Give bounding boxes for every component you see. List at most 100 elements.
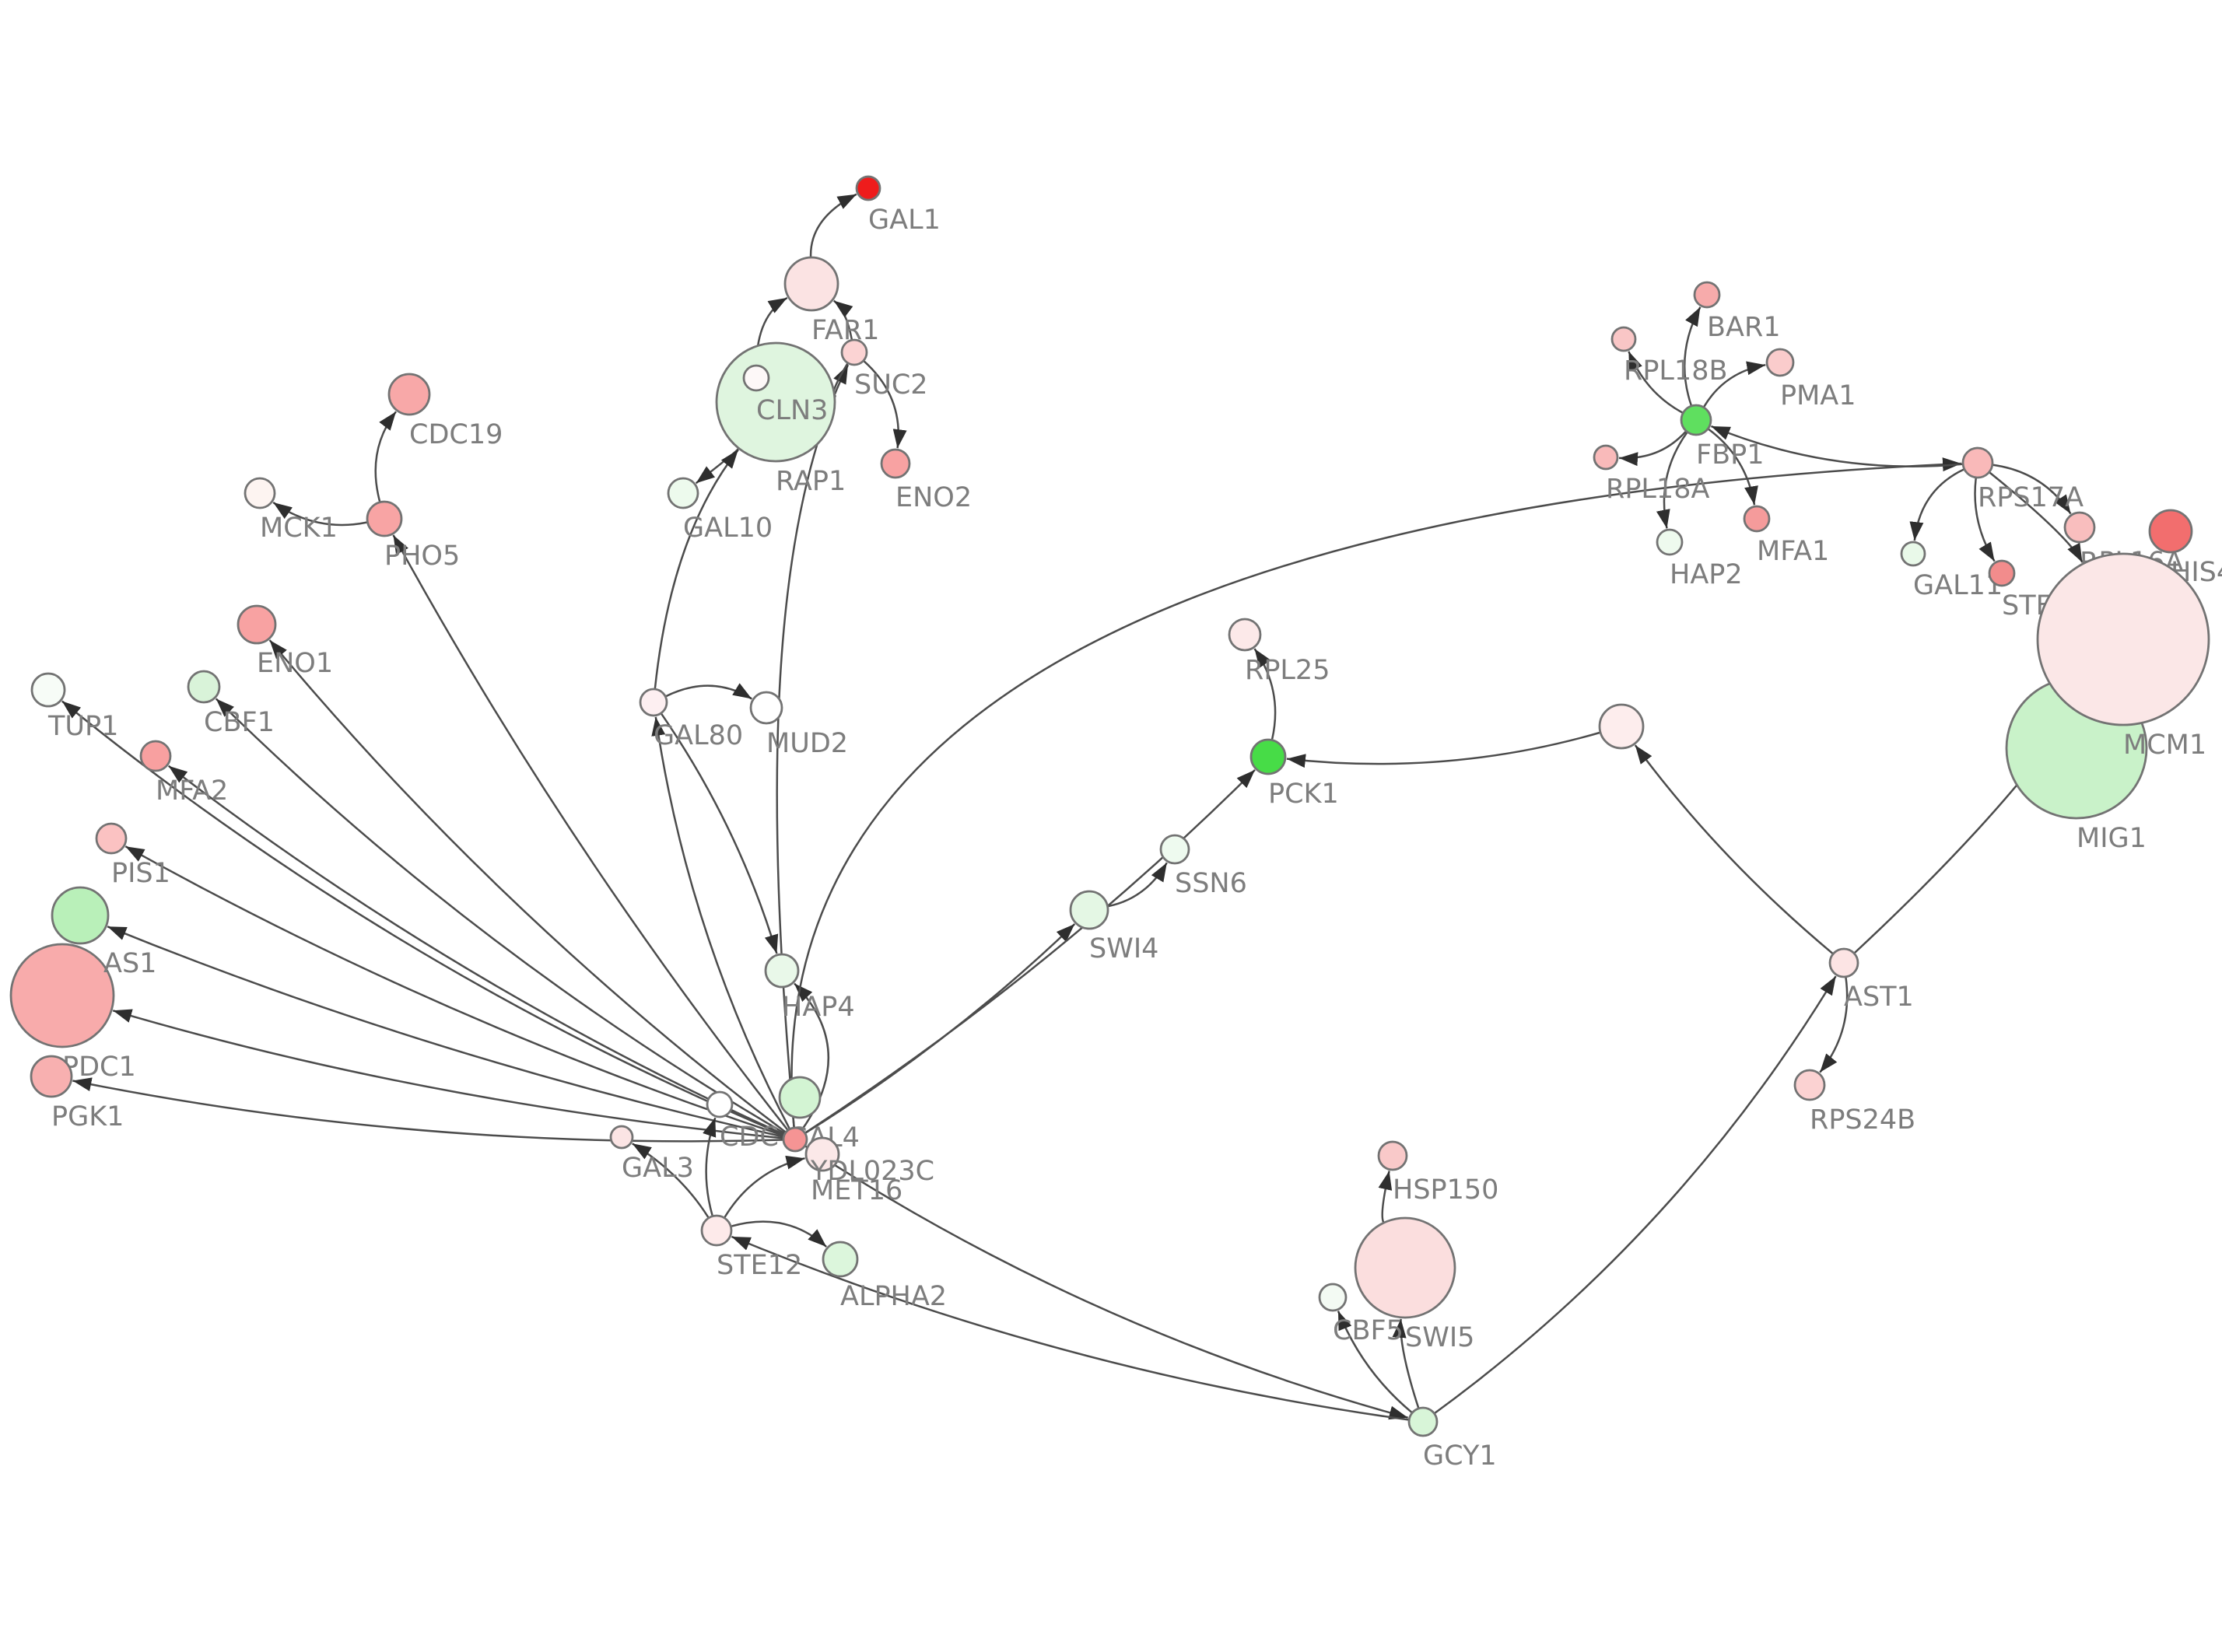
node-ste12[interactable]: STE12 — [700, 1214, 802, 1281]
node-eno2[interactable]: ENO2 — [880, 448, 972, 513]
edge-hub-pis1[interactable] — [124, 845, 784, 1137]
node-circle[interactable] — [804, 1136, 840, 1172]
edge-ast1-unl[interactable] — [1634, 744, 1834, 954]
node-circle[interactable] — [706, 1090, 734, 1118]
node-circle[interactable] — [1377, 1140, 1408, 1171]
node-ast1[interactable]: AST1 — [1828, 947, 1914, 1013]
node-bar1[interactable]: BAR1 — [1693, 281, 1781, 343]
node-circle[interactable] — [609, 1125, 634, 1150]
node-circle[interactable] — [1765, 348, 1795, 377]
edge-fbp1-mfa1[interactable] — [1708, 428, 1758, 506]
edge-pho5-mck1[interactable] — [272, 501, 367, 527]
node-circle[interactable] — [2063, 511, 2096, 544]
node-pho5[interactable]: PHO5 — [366, 500, 460, 572]
node-unl[interactable] — [1598, 703, 1645, 750]
node-gal1[interactable]: GAL1 — [855, 175, 941, 236]
node-circle[interactable] — [700, 1214, 733, 1247]
edge-rps17a-gal11[interactable] — [1909, 468, 1964, 541]
edge-gal80-rap1[interactable] — [654, 449, 739, 689]
edge-fbp1-rpl18a[interactable] — [1618, 431, 1687, 467]
edge-ste12-met16[interactable] — [724, 1155, 805, 1218]
node-circle[interactable] — [782, 1126, 808, 1153]
node-pgk1[interactable]: PGK1 — [30, 1055, 124, 1132]
edge-hub-gcy1[interactable] — [804, 1145, 1409, 1420]
edge-gcy1-swi5[interactable] — [1392, 1318, 1420, 1409]
node-mck1[interactable]: MCK1 — [244, 477, 338, 544]
node-circle[interactable] — [1680, 404, 1712, 436]
edge-hub-gal80[interactable] — [651, 716, 790, 1129]
node-circle[interactable] — [749, 691, 783, 725]
edge-hub-tup1[interactable] — [61, 700, 784, 1136]
node-circle[interactable] — [1793, 1069, 1826, 1101]
edge-hub-cbf1[interactable] — [215, 698, 785, 1134]
node-gal10[interactable]: GAL10 — [667, 477, 773, 544]
edge-hub-rps17a[interactable] — [790, 457, 1962, 1128]
node-circle[interactable] — [667, 477, 699, 509]
node-circle[interactable] — [880, 448, 911, 479]
node-circle[interactable] — [855, 175, 881, 201]
node-circle[interactable] — [764, 953, 800, 989]
node-circle[interactable] — [778, 1076, 822, 1119]
node-mud2[interactable]: MUD2 — [749, 691, 848, 759]
node-met16[interactable]: MET16 — [804, 1136, 902, 1206]
node-circle[interactable] — [1593, 444, 1619, 471]
edge-ste12-alpha2[interactable] — [731, 1220, 828, 1248]
node-hap4[interactable]: HAP4 — [764, 953, 855, 1023]
edge-swi4-ssn6[interactable] — [1108, 862, 1168, 908]
node-circle[interactable] — [1961, 446, 1994, 479]
node-rpl18a[interactable]: RPL18A — [1593, 444, 1709, 505]
node-swi5[interactable]: SWI5 — [1354, 1216, 1474, 1353]
node-circle[interactable] — [1598, 703, 1645, 750]
edge-rps17a-fbp1[interactable] — [1710, 425, 1963, 467]
edge-gcy1-ast1[interactable] — [1434, 975, 1837, 1414]
edge-hub-mfa2[interactable] — [167, 765, 784, 1136]
edge-unl-pck1[interactable] — [1286, 731, 1600, 768]
edge-suc2-far1[interactable] — [833, 299, 853, 340]
node-ssn6[interactable]: SSN6 — [1159, 834, 1247, 899]
node-circle[interactable] — [244, 477, 276, 509]
node-circle[interactable] — [1743, 505, 1771, 533]
node-eno1[interactable]: ENO1 — [237, 604, 333, 679]
edge-hub-pgk1[interactable] — [72, 1077, 783, 1143]
edge-hub-pck1[interactable] — [804, 769, 1256, 1134]
node-rps17a[interactable]: RPS17A — [1961, 446, 2084, 513]
node-mfa2[interactable]: MFA2 — [139, 740, 228, 807]
node-cbf1[interactable]: CBF1 — [187, 670, 275, 738]
edge-rap1-gal10[interactable] — [695, 448, 739, 485]
node-mcm1[interactable]: MCM1 — [2036, 552, 2210, 761]
node-circle[interactable] — [1988, 559, 2016, 587]
node-suc2[interactable]: SUC2 — [840, 338, 928, 401]
edge-suc2-eno2[interactable] — [863, 360, 907, 449]
node-circle[interactable] — [187, 670, 221, 704]
node-hap2[interactable]: HAP2 — [1656, 528, 1743, 590]
edge-rps17a-rpl16a[interactable] — [1992, 464, 2072, 515]
node-circle[interactable] — [139, 740, 172, 772]
node-his4[interactable]: HIS4 — [2148, 509, 2222, 588]
node-circle[interactable] — [1249, 738, 1287, 775]
node-circle[interactable] — [1656, 528, 1684, 556]
node-circle[interactable] — [1900, 541, 1926, 567]
node-circle[interactable] — [1159, 834, 1190, 865]
node-pck1[interactable]: PCK1 — [1249, 738, 1339, 810]
edge-hub-pdc1[interactable] — [112, 1009, 783, 1139]
node-circle[interactable] — [2148, 509, 2193, 554]
edge-hub-ras1[interactable] — [107, 926, 783, 1138]
edge-hub-swi4[interactable] — [804, 923, 1076, 1134]
edge-hub-pho5[interactable] — [392, 534, 789, 1131]
node-circle[interactable] — [2036, 552, 2210, 726]
node-gal80[interactable]: GAL80 — [639, 688, 743, 751]
node-circle[interactable] — [1354, 1216, 1456, 1319]
node-swi4[interactable]: SWI4 — [1069, 890, 1158, 964]
edge-ast1-rps24b[interactable] — [1819, 977, 1849, 1073]
edge-rps17a-ste2[interactable] — [1974, 478, 1996, 562]
node-cdc[interactable]: CDC — [706, 1090, 779, 1153]
node-circle[interactable] — [30, 1055, 73, 1098]
edge-fbp1-hap2[interactable] — [1656, 432, 1688, 529]
node-circle[interactable] — [1693, 281, 1721, 309]
node-circle[interactable] — [840, 338, 868, 366]
node-circle[interactable] — [30, 672, 66, 708]
edge-pho5-cdc19[interactable] — [374, 411, 397, 502]
node-alpha2[interactable]: ALPHA2 — [822, 1241, 947, 1312]
node-pma1[interactable]: PMA1 — [1765, 348, 1856, 411]
node-circle[interactable] — [639, 688, 668, 717]
